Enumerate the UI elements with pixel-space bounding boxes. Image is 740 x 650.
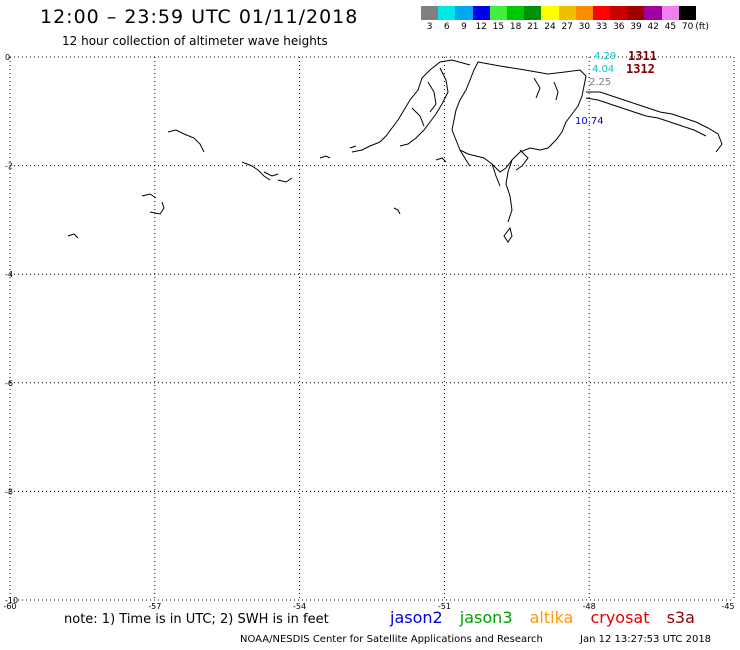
satellite-legend-altika: altika — [529, 608, 574, 627]
colorbar-label: 45 — [664, 22, 677, 32]
colorbar-swatch — [489, 6, 507, 20]
map-subtitle: 12 hour collection of altimeter wave hei… — [62, 34, 328, 48]
colorbar-swatch — [644, 6, 662, 20]
colorbar-swatch — [678, 6, 696, 20]
colorbar-label: 12 — [475, 22, 487, 32]
colorbar-label: 39 — [630, 22, 642, 32]
swh-observation: 2.25 — [589, 77, 611, 88]
y-tick-label: 0 — [5, 53, 10, 62]
wave-height-map: -60 -57 -54 -51 -48 -45 0 -2 -4 -6 -8 -10 4.29 4.04… — [3, 49, 735, 610]
satellite-legend-jason3: jason3 — [459, 608, 513, 627]
colorbar-label: 15 — [492, 22, 505, 32]
x-tick-label: -51 — [438, 602, 451, 610]
colorbar-swatch — [524, 6, 542, 20]
swh-observation: 4.04 — [592, 64, 614, 75]
satellite-legend: jason2 jason3 altika cryosat s3a — [390, 608, 707, 627]
colorbar-swatch — [506, 6, 525, 20]
wave-height-colorbar — [421, 6, 696, 20]
colorbar-label: 36 — [613, 22, 625, 32]
y-tick-label: -10 — [5, 596, 18, 605]
colorbar-swatch — [421, 6, 439, 20]
colorbar-swatch — [438, 6, 456, 20]
colorbar-label: 6 — [443, 22, 450, 32]
swh-observation: 4.29 — [594, 51, 616, 62]
pass-id: 1312 — [626, 62, 655, 76]
colorbar-label: 30 — [578, 22, 591, 32]
colorbar-label: 9 — [461, 22, 467, 32]
pass-id: 1311 — [628, 49, 657, 63]
y-tick-label: -2 — [5, 162, 13, 171]
colorbar-swatch — [575, 6, 593, 20]
colorbar-swatch — [627, 6, 645, 20]
colorbar-label: 24 — [544, 22, 556, 32]
y-tick-label: -4 — [5, 270, 13, 279]
satellite-legend-s3a: s3a — [666, 608, 695, 627]
colorbar-label: 21 — [527, 22, 539, 32]
colorbar-swatch — [610, 6, 628, 20]
credit-line: NOAA/NESDIS Center for Satellite Applica… — [240, 634, 543, 645]
colorbar-labels: 3 6 9 12 15 18 21 24 27 30 33 36 39 42 45 70 (ft) — [421, 22, 740, 34]
colorbar-swatch — [592, 6, 611, 20]
x-tick-label: -60 — [3, 602, 16, 610]
colorbar-swatch — [455, 6, 473, 20]
coastline — [67, 59, 723, 243]
footnote: note: 1) Time is in UTC; 2) SWH is in fe… — [64, 612, 329, 627]
colorbar-label: 33 — [595, 22, 608, 32]
colorbar-label: 18 — [509, 22, 522, 32]
swh-observation: 10.74 — [575, 116, 604, 127]
colorbar-swatch — [472, 6, 490, 20]
x-tick-label: -45 — [721, 602, 734, 610]
colorbar-swatch — [541, 6, 559, 20]
x-tick-label: -48 — [583, 602, 596, 610]
colorbar-label: 27 — [561, 22, 573, 32]
generation-timestamp: Jan 12 13:27:53 UTC 2018 — [580, 634, 712, 645]
satellite-legend-cryosat: cryosat — [590, 608, 650, 627]
colorbar-swatch — [661, 6, 679, 20]
x-tick-label: -54 — [293, 602, 306, 610]
colorbar-swatch — [558, 6, 576, 20]
colorbar-label: 42 — [647, 22, 659, 32]
satellite-legend-jason2: jason2 — [390, 608, 443, 627]
lat-lon-grid — [9, 56, 735, 601]
y-tick-label: -8 — [5, 487, 13, 496]
colorbar-label: 70 — [681, 22, 694, 32]
x-tick-label: -57 — [148, 602, 161, 610]
y-tick-label: -6 — [5, 379, 13, 388]
colorbar-unit: (ft) — [695, 22, 709, 32]
colorbar-label: 3 — [426, 22, 433, 32]
map-title: 12:00 – 23:59 UTC 01/11/2018 — [40, 6, 359, 28]
axis-tick-labels: -60 -57 -54 -51 -48 -45 0 -2 -4 -6 -8 -10 — [3, 53, 734, 610]
